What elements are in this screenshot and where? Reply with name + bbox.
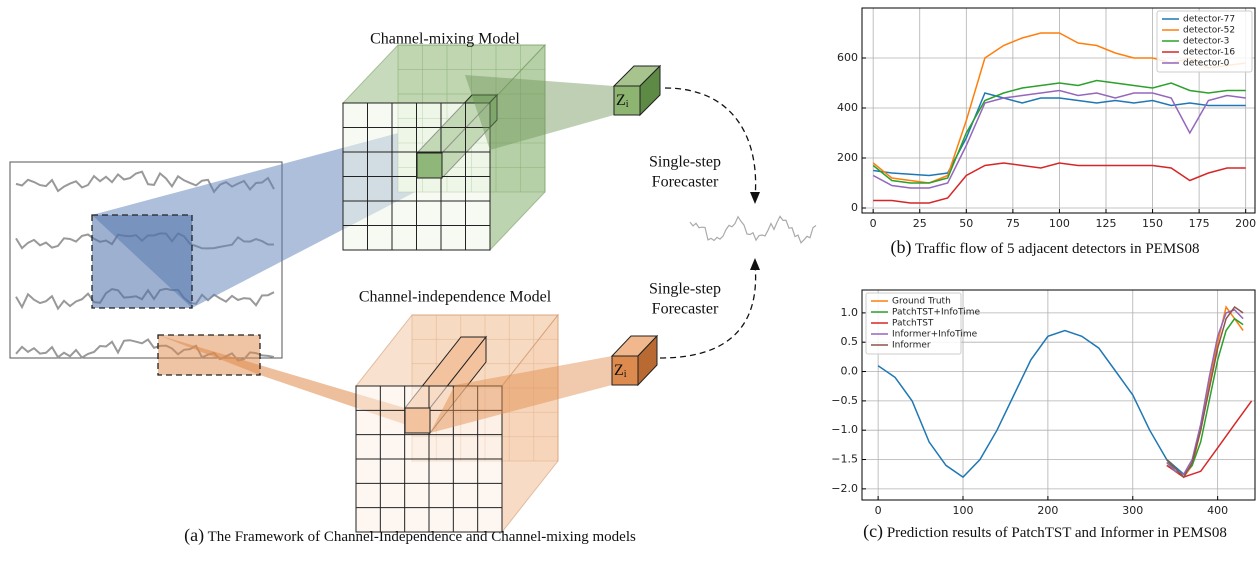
model-title: Channel-mixing Model — [370, 31, 520, 48]
model-title: Channel-independence Model — [359, 289, 552, 306]
series-line — [1167, 307, 1243, 477]
x-tick-label: 125 — [1095, 217, 1116, 230]
legend-label: Ground Truth — [892, 297, 951, 307]
y-tick-label: 600 — [837, 51, 858, 64]
caption-text: Prediction results of PatchTST and Infor… — [887, 525, 1227, 541]
legend-label: PatchTST+InfoTime — [892, 308, 980, 318]
x-tick-label: 0 — [870, 217, 877, 230]
series-line — [1167, 307, 1243, 477]
forecaster-label: Forecaster — [652, 174, 719, 191]
caption-label: (c) — [863, 521, 883, 541]
legend-label: detector-16 — [1183, 48, 1235, 58]
x-tick-label: 175 — [1189, 217, 1210, 230]
series-line — [1167, 310, 1243, 474]
x-tick-label: 50 — [959, 217, 973, 230]
arrow-head — [750, 258, 760, 270]
legend-label: Informer — [892, 341, 931, 351]
y-tick-label: −1.0 — [831, 423, 858, 436]
y-tick-label: −0.5 — [831, 394, 858, 407]
caption-label: (a) — [184, 525, 204, 545]
y-tick-label: −1.5 — [831, 453, 858, 466]
y-tick-label: −2.0 — [831, 482, 858, 495]
caption-text: Traffic flow of 5 adjacent detectors in … — [915, 241, 1200, 257]
y-tick-label: 1.0 — [841, 306, 859, 319]
x-tick-label: 0 — [875, 504, 882, 517]
legend-label: detector-0 — [1183, 59, 1230, 69]
x-tick-label: 400 — [1207, 504, 1228, 517]
cube — [343, 45, 545, 250]
x-tick-label: 100 — [1049, 217, 1070, 230]
caption: (b) Traffic flow of 5 adjacent detectors… — [830, 238, 1260, 258]
caption: (c) Prediction results of PatchTST and I… — [840, 522, 1250, 542]
independence-window — [158, 335, 260, 375]
x-tick-label: 25 — [913, 217, 927, 230]
series-line — [1167, 401, 1252, 477]
framework-diagram: Zi Zi Channel-mixing Model Channel-indep… — [10, 31, 816, 532]
legend-label: PatchTST — [892, 319, 934, 329]
x-tick-label: 75 — [1006, 217, 1020, 230]
legend-label: detector-52 — [1183, 26, 1235, 36]
y-tick-label: 0.0 — [841, 365, 859, 378]
legend-label: detector-77 — [1183, 15, 1235, 25]
caption: (a) The Framework of Channel-Independenc… — [60, 526, 760, 546]
prism-front — [417, 153, 442, 178]
forecaster-label: Forecaster — [652, 301, 719, 318]
legend-label: Informer+InfoTime — [892, 330, 978, 340]
forecast-line — [690, 216, 816, 242]
x-tick-label: 100 — [953, 504, 974, 517]
forecaster-label: Single-step — [649, 154, 721, 171]
caption-text: The Framework of Channel-Independence an… — [208, 529, 636, 545]
x-tick-label: 300 — [1122, 504, 1143, 517]
caption-label: (b) — [890, 237, 911, 257]
legend: detector-77detector-52detector-3detector… — [1157, 11, 1252, 72]
x-tick-label: 150 — [1142, 217, 1163, 230]
x-tick-label: 200 — [1235, 217, 1256, 230]
y-tick-label: 0 — [851, 201, 858, 214]
page: {"figure_a": {"mixing_title": "Channel-m… — [0, 0, 1260, 561]
prism-front — [405, 408, 430, 433]
figure: Zi Zi Channel-mixing Model Channel-indep… — [0, 0, 1260, 561]
x-tick-label: 200 — [1037, 504, 1058, 517]
arrow-head — [750, 192, 760, 204]
forecast-series — [690, 216, 816, 242]
forecaster-label: Single-step — [649, 281, 721, 298]
y-tick-label: 200 — [837, 151, 858, 164]
mixing-window — [92, 215, 192, 308]
legend-label: detector-3 — [1183, 37, 1229, 47]
y-tick-label: 400 — [837, 101, 858, 114]
y-tick-label: 0.5 — [841, 335, 859, 348]
